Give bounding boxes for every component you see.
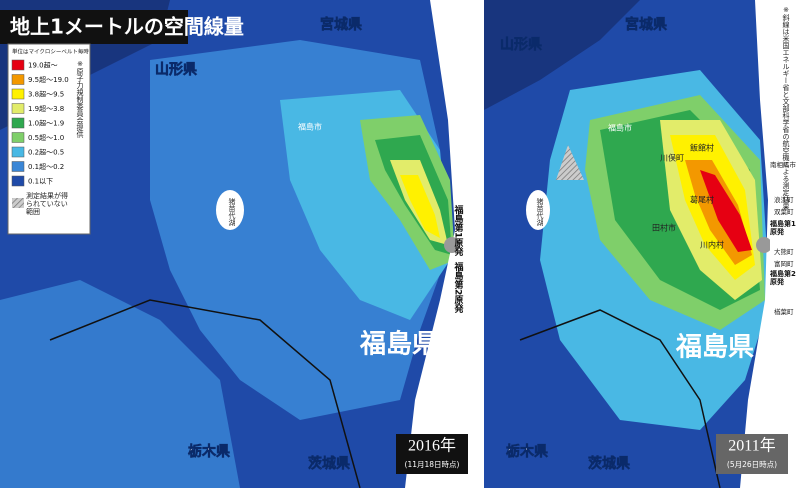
title: 地上1メートルの空間線量 <box>10 15 244 39</box>
map-date: (5月26日時点) <box>727 460 777 469</box>
map-year: 2011年 <box>728 437 775 455</box>
legend-label: 19.0超～ <box>28 61 58 70</box>
map-label: 猪苗代湖 <box>536 197 544 227</box>
map-label: 福島市 <box>608 123 632 133</box>
dose-area <box>0 280 240 488</box>
map-label: 栃木県 <box>188 443 230 460</box>
map-label: 福島県 <box>359 330 438 360</box>
map-year: 2016年 <box>408 437 456 455</box>
map-label: 川俣町 <box>660 154 684 163</box>
map-label: 茨城県 <box>588 455 630 472</box>
map-note: ※斜線は米国エネルギー省と文部科学省の航空機による測定結果 <box>782 6 790 211</box>
map-label: 山形県 <box>500 36 542 53</box>
legend-swatch <box>11 161 25 172</box>
map-label: 福島第1原発 <box>770 220 796 236</box>
legend: 単位はマイクロシーベルト毎時 測定結果が得られていない範囲 ※原子力規制委員会提… <box>7 43 91 235</box>
map-label: 福島第2原発 <box>453 261 465 314</box>
legend-swatch <box>11 59 25 71</box>
legend-swatch <box>11 132 25 143</box>
legend-label: 0.1超～0.2 <box>28 162 64 171</box>
legend-unit: 単位はマイクロシーベルト毎時 <box>12 48 89 56</box>
map-label: 宮城県 <box>320 16 362 33</box>
map-label: 大熊町 <box>774 247 794 256</box>
legend-label: 0.2超～0.5 <box>28 148 64 157</box>
legend-label: 0.5超～1.0 <box>28 133 64 142</box>
map-label: 富岡町 <box>774 259 794 268</box>
legend-swatch <box>11 103 25 114</box>
dose-area <box>700 170 752 252</box>
legend-label: 1.9超～3.8 <box>28 104 64 113</box>
legend-swatch <box>11 88 25 100</box>
legend-no-data: 測定結果が得られていない範囲 <box>26 192 68 216</box>
legend-swatch <box>11 74 25 85</box>
legend-swatch <box>11 175 25 187</box>
map-label: 福島第1原発 <box>453 204 465 257</box>
legend-label: 3.8超～9.5 <box>28 90 64 99</box>
map-2011 <box>484 0 770 488</box>
legend-label: 9.5超～19.0 <box>28 75 69 84</box>
legend-swatch <box>11 117 25 129</box>
dose-area <box>400 175 440 238</box>
map-label: 福島第2原発 <box>770 270 796 286</box>
map-label: 宮城県 <box>625 16 667 33</box>
legend-label: 1.0超～1.9 <box>28 119 64 128</box>
map-label: 楢葉町 <box>774 307 794 316</box>
legend-swatch <box>11 146 25 158</box>
map-label: 茨城県 <box>308 455 350 472</box>
map-label: 南相馬市 <box>770 160 797 169</box>
map-label: 浪江町 <box>774 195 794 204</box>
map-label: 川内村 <box>700 240 724 250</box>
map-label: 田村市 <box>652 223 676 233</box>
map-label: 飯舘村 <box>690 143 714 153</box>
map-date: (11月18日時点) <box>405 460 460 469</box>
map-label: 福島県 <box>675 333 754 363</box>
legend-source: ※原子力規制委員会提供 <box>76 60 84 139</box>
legend-label: 0.1以下 <box>28 178 53 186</box>
map-label: 福島市 <box>298 122 322 132</box>
map-label: 猪苗代湖 <box>228 197 236 227</box>
map-label: 山形県 <box>155 61 197 78</box>
map-label: 双葉町 <box>774 207 794 216</box>
map-label: 栃木県 <box>506 443 548 460</box>
map-label: 葛尾村 <box>690 195 714 205</box>
